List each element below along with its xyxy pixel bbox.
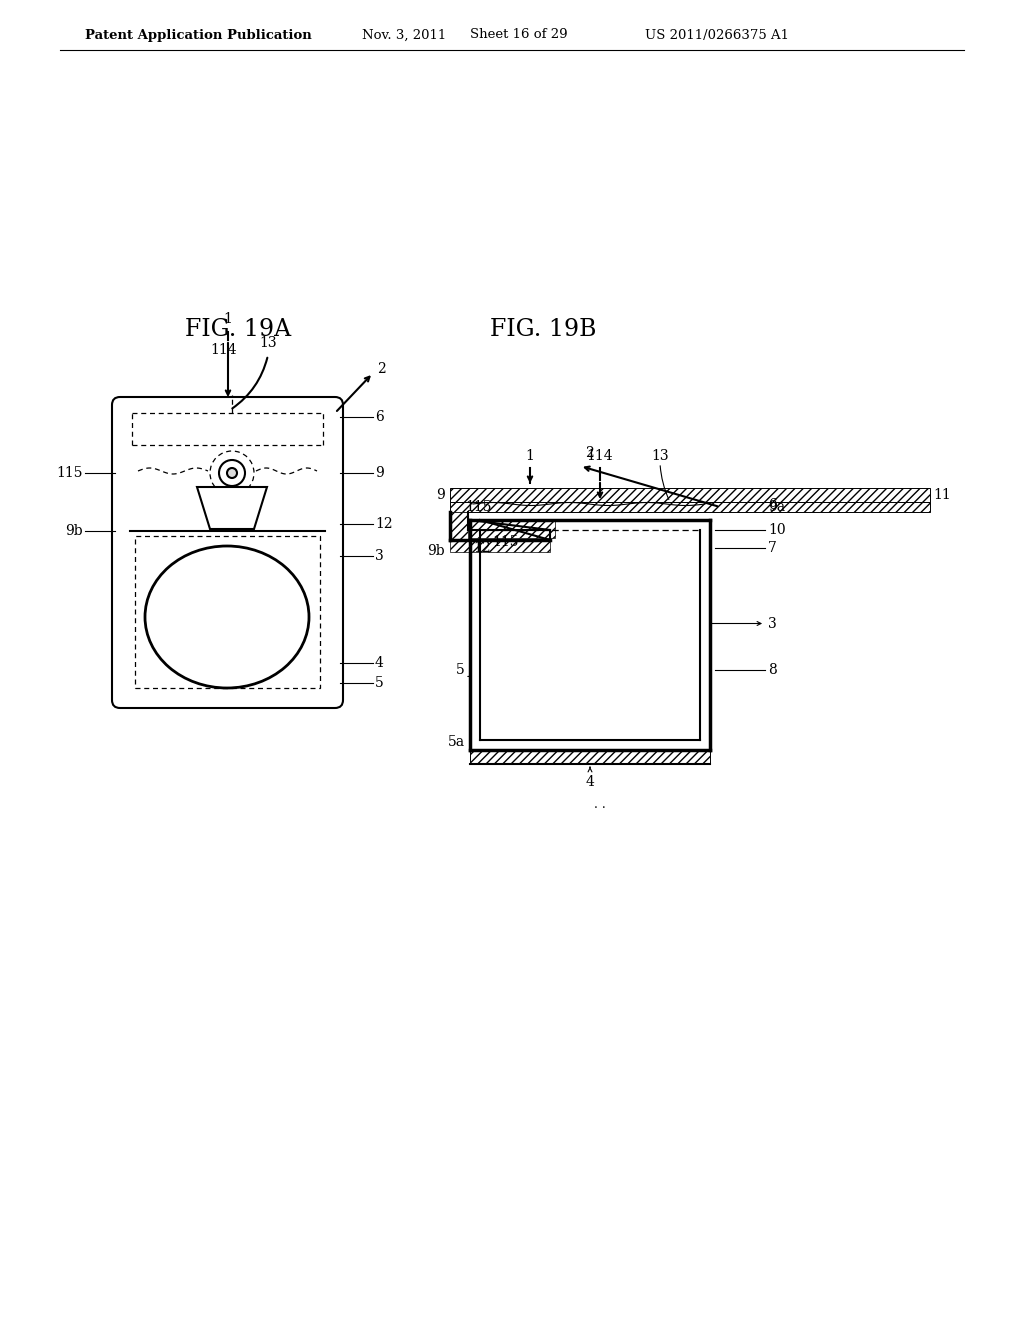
Bar [450, 540, 550, 552]
Text: Sheet 16 of 29: Sheet 16 of 29 [470, 29, 567, 41]
Bar [470, 520, 555, 539]
Text: . .: . . [594, 799, 606, 812]
Polygon shape [197, 487, 267, 529]
Text: 9b: 9b [66, 524, 83, 539]
Circle shape [210, 451, 254, 495]
Text: 1: 1 [223, 312, 232, 326]
Text: 11: 11 [933, 488, 950, 502]
Text: 13: 13 [651, 449, 669, 463]
Text: 6: 6 [768, 498, 777, 512]
Text: 12: 12 [375, 517, 392, 531]
Text: 2: 2 [377, 362, 386, 376]
Text: 114: 114 [587, 449, 613, 463]
Text: 6: 6 [375, 411, 384, 424]
Text: US 2011/0266375 A1: US 2011/0266375 A1 [645, 29, 790, 41]
Text: 114: 114 [211, 343, 238, 356]
Circle shape [227, 469, 237, 478]
Text: 115: 115 [56, 466, 83, 480]
Text: 12: 12 [473, 541, 490, 554]
Ellipse shape [145, 546, 309, 688]
Text: 13: 13 [259, 337, 276, 350]
Text: 9b: 9b [427, 544, 445, 558]
Text: 8: 8 [768, 663, 777, 676]
Text: 5a: 5a [447, 735, 465, 748]
Text: 3: 3 [375, 549, 384, 564]
FancyBboxPatch shape [112, 397, 343, 708]
Bar [450, 512, 468, 540]
Text: 9: 9 [375, 466, 384, 480]
Text: Nov. 3, 2011: Nov. 3, 2011 [362, 29, 446, 41]
Text: 9a: 9a [768, 500, 785, 513]
Bar [135, 536, 319, 688]
Bar [470, 750, 710, 764]
Text: 4: 4 [375, 656, 384, 671]
Text: 4: 4 [586, 775, 595, 789]
Text: 2: 2 [585, 446, 594, 459]
Text: 1: 1 [525, 449, 535, 463]
Text: FIG. 19B: FIG. 19B [490, 318, 597, 342]
Bar [450, 488, 930, 502]
Text: 5: 5 [457, 663, 465, 676]
Circle shape [219, 459, 245, 486]
Text: 115: 115 [465, 500, 492, 513]
Text: 10: 10 [768, 523, 785, 537]
Bar [450, 502, 930, 512]
Text: 115: 115 [492, 535, 518, 549]
Text: 5: 5 [375, 676, 384, 690]
Text: FIG. 19A: FIG. 19A [185, 318, 291, 342]
Text: 9: 9 [436, 488, 445, 502]
Text: 3: 3 [768, 616, 777, 631]
Text: Patent Application Publication: Patent Application Publication [85, 29, 311, 41]
Text: 7: 7 [768, 541, 777, 554]
